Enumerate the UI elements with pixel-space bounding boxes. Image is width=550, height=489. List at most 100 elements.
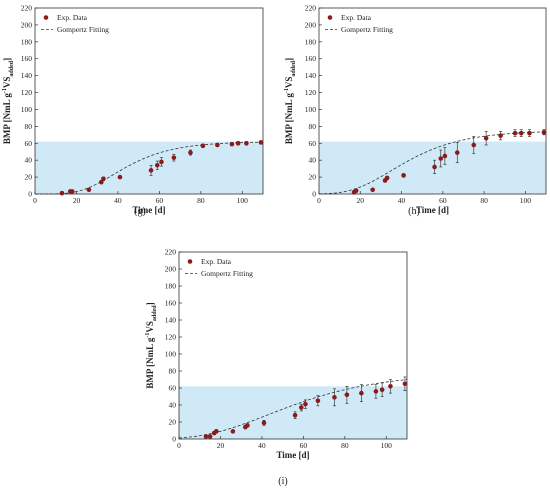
legend-marker-data bbox=[187, 259, 193, 264]
y-axis-label-part: added bbox=[291, 60, 297, 76]
y-axis-label: BMP [NmL g-1VSadded] bbox=[284, 58, 297, 144]
y-tick-label: 200 bbox=[165, 265, 177, 274]
x-tick-label: 60 bbox=[300, 441, 308, 450]
y-tick-label: 200 bbox=[21, 20, 33, 29]
data-point bbox=[373, 389, 379, 394]
data-point bbox=[235, 140, 241, 146]
x-tick-label: 40 bbox=[114, 196, 122, 205]
y-tick-label: 120 bbox=[21, 88, 33, 97]
y-tick-label: 140 bbox=[21, 71, 33, 80]
x-tick-label: 80 bbox=[341, 441, 349, 450]
legend-marker-data bbox=[327, 15, 333, 20]
y-tick-label: 20 bbox=[169, 418, 177, 427]
y-tick-label: 220 bbox=[305, 4, 317, 13]
data-point bbox=[359, 390, 364, 396]
data-point bbox=[401, 173, 406, 178]
data-point bbox=[527, 130, 532, 136]
y-tick-label: 180 bbox=[21, 37, 33, 46]
x-tick-label: 0 bbox=[177, 441, 181, 450]
data-point bbox=[214, 429, 219, 434]
chart-panel-3: 0 20 40 60 80 100 120 140 160 180 200 220 0 20 40 60 80 1… bbox=[145, 248, 408, 487]
data-point bbox=[171, 155, 177, 160]
y-tick-label: 60 bbox=[25, 139, 33, 148]
y-tick-label: 160 bbox=[165, 299, 177, 308]
y-tick-label: 0 bbox=[28, 190, 32, 199]
data-point bbox=[203, 434, 209, 439]
data-point bbox=[101, 176, 106, 182]
y-tick-label: 220 bbox=[21, 4, 33, 13]
y-tick-label: 60 bbox=[169, 384, 177, 393]
legend-label-data: Exp. Data bbox=[57, 13, 88, 22]
y-axis-label-part: VS bbox=[2, 77, 12, 89]
y-axis-label-part: BMP [NmL g bbox=[284, 93, 294, 144]
y-axis-label-part: BMP [NmL g bbox=[145, 337, 155, 388]
data-point bbox=[86, 187, 92, 193]
y-axis-label-part: ] bbox=[284, 58, 294, 61]
panel-letter: (i) bbox=[278, 476, 287, 487]
x-tick-label: 0 bbox=[33, 196, 37, 205]
x-tick-label: 20 bbox=[357, 196, 365, 205]
y-axis-label-part: ] bbox=[145, 302, 155, 305]
y-tick-label: 40 bbox=[25, 156, 33, 165]
y-tick-label: 220 bbox=[165, 248, 177, 257]
data-point bbox=[292, 412, 298, 418]
gompertz-fit-line bbox=[35, 141, 264, 195]
x-tick-label: 100 bbox=[381, 441, 393, 450]
data-point bbox=[148, 168, 154, 173]
legend-label-fit: Gompertz Fitting bbox=[57, 25, 109, 34]
x-tick-label: 20 bbox=[73, 196, 81, 205]
y-axis-label-part: VS bbox=[284, 77, 294, 89]
y-axis-label-part: -1 bbox=[145, 333, 151, 338]
data-point bbox=[344, 392, 350, 398]
y-tick-label: 120 bbox=[165, 333, 177, 342]
x-tick-label: 40 bbox=[398, 196, 406, 205]
y-tick-label: 180 bbox=[305, 37, 317, 46]
legend-label-fit: Gompertz Fitting bbox=[201, 269, 253, 278]
x-tick-label: 100 bbox=[520, 196, 532, 205]
y-tick-label: 0 bbox=[172, 435, 176, 444]
x-tick-label: 60 bbox=[439, 196, 447, 205]
y-axis-label-part: BMP [NmL g bbox=[2, 93, 12, 144]
data-point bbox=[471, 142, 477, 148]
data-point bbox=[298, 405, 304, 410]
panel-letter: (h) bbox=[408, 206, 420, 217]
y-tick-label: 180 bbox=[165, 282, 177, 291]
y-axis-label-part: VS bbox=[145, 321, 155, 333]
data-point bbox=[498, 133, 503, 138]
chart-panel-1: 0 20 40 60 80 100 120 140 160 180 200 220 0 20 40 60 80 1… bbox=[2, 4, 264, 217]
y-tick-label: 160 bbox=[305, 54, 317, 63]
y-axis-label-part: added bbox=[152, 305, 158, 321]
y-tick-label: 100 bbox=[305, 105, 317, 114]
y-tick-label: 0 bbox=[312, 190, 316, 199]
y-tick-label: 100 bbox=[21, 105, 33, 114]
x-tick-label: 80 bbox=[197, 196, 205, 205]
data-point bbox=[70, 189, 75, 194]
data-point bbox=[261, 420, 267, 426]
y-axis-label-part: -1 bbox=[2, 88, 8, 93]
x-tick-label: 40 bbox=[258, 441, 266, 450]
data-point bbox=[215, 142, 220, 148]
x-tick-label: 0 bbox=[317, 196, 321, 205]
data-point bbox=[230, 429, 236, 434]
x-tick-label: 60 bbox=[156, 196, 164, 205]
data-point bbox=[159, 159, 164, 165]
data-point bbox=[229, 141, 235, 147]
chart-panel-2: 0 20 40 60 80 100 120 140 160 180 200 220 0 20 40 60 80 1… bbox=[284, 4, 547, 217]
legend-label-fit: Gompertz Fitting bbox=[341, 25, 393, 34]
x-axis-label: Time [d] bbox=[132, 205, 165, 215]
data-point bbox=[200, 143, 206, 149]
y-tick-label: 20 bbox=[309, 173, 317, 182]
y-tick-label: 40 bbox=[169, 401, 177, 410]
plot-frame bbox=[318, 7, 547, 195]
gompertz-fit-line bbox=[318, 131, 547, 195]
x-tick-label: 20 bbox=[217, 441, 225, 450]
data-point bbox=[99, 179, 104, 185]
data-point bbox=[244, 140, 249, 146]
data-point bbox=[432, 164, 437, 170]
y-axis-label-part: ] bbox=[2, 58, 12, 61]
y-axis-label-part: -1 bbox=[284, 88, 290, 93]
data-point bbox=[438, 156, 444, 161]
y-tick-label: 160 bbox=[21, 54, 33, 63]
y-axis-label-part: added bbox=[9, 60, 15, 76]
